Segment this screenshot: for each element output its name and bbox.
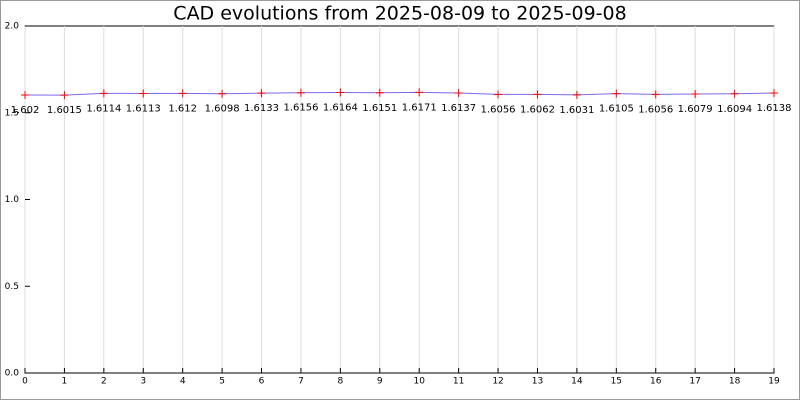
x-tick-label: 19: [768, 377, 780, 387]
value-label: 1.6133: [244, 103, 279, 114]
x-tick-label: 9: [377, 377, 383, 387]
value-label: 1.6094: [717, 104, 752, 115]
value-label: 1.6171: [402, 102, 437, 113]
x-tick-label: 12: [492, 377, 503, 387]
y-tick-label: 0.0: [5, 369, 20, 379]
x-tick-label: 1: [62, 377, 68, 387]
y-tick-label: 1.0: [5, 195, 20, 205]
x-tick-label: 13: [532, 377, 543, 387]
point-marker: [572, 90, 581, 99]
x-tick-label: 8: [338, 377, 344, 387]
x-tick-label: 4: [180, 377, 186, 387]
point-marker: [375, 88, 384, 97]
value-label: 1.6031: [559, 105, 594, 116]
x-tick-label: 14: [571, 377, 583, 387]
point-marker: [730, 89, 739, 98]
point-marker: [21, 91, 29, 100]
y-tick-label: 0.5: [5, 282, 19, 292]
value-label: 1.6062: [520, 104, 555, 115]
value-label: 1.6114: [86, 103, 121, 114]
x-tick-label: 11: [453, 377, 464, 387]
point-marker: [691, 90, 700, 99]
x-tick-label: 2: [101, 377, 107, 387]
y-tick-label: 1.5: [5, 108, 19, 118]
x-tick-label: 10: [413, 377, 425, 387]
data-line: [24, 91, 775, 96]
value-label: 1.6056: [481, 104, 516, 115]
x-tick-label: 5: [219, 377, 225, 387]
point-marker: [336, 88, 345, 97]
value-label: 1.6105: [599, 104, 634, 115]
point-marker: [612, 89, 621, 98]
point-marker: [139, 89, 148, 98]
point-marker: [533, 90, 542, 99]
point-marker: [218, 89, 227, 98]
x-tick-label: 6: [259, 377, 265, 387]
value-label: 1.6015: [47, 105, 82, 116]
value-label: 1.6164: [323, 103, 358, 114]
point-marker: [296, 88, 305, 97]
x-tick-label: 16: [650, 377, 662, 387]
value-label: 1.6156: [283, 103, 318, 114]
point-marker: [99, 89, 108, 98]
point-marker: [60, 91, 69, 100]
value-label: 1.6098: [205, 104, 240, 115]
point-marker: [178, 89, 187, 98]
y-tick-label: 2.0: [5, 22, 20, 32]
chart-title: CAD evolutions from 2025-08-09 to 2025-0…: [173, 3, 626, 25]
point-marker: [454, 89, 463, 98]
x-tick-label: 0: [22, 377, 28, 387]
x-tick-label: 18: [729, 377, 741, 387]
point-marker: [257, 89, 266, 98]
value-label: 1.6138: [757, 103, 792, 114]
x-tick-label: 3: [140, 377, 146, 387]
value-label: 1.602: [11, 105, 40, 116]
value-label: 1.6056: [638, 104, 673, 115]
point-marker: [770, 89, 778, 98]
x-tick-label: 7: [298, 377, 304, 387]
x-tick-label: 15: [611, 377, 622, 387]
value-label: 1.6151: [362, 103, 397, 114]
value-label: 1.6079: [678, 104, 713, 115]
point-marker: [494, 90, 503, 99]
point-marker: [651, 90, 660, 99]
value-label: 1.6137: [441, 103, 476, 114]
value-label: 1.6113: [126, 103, 161, 114]
x-tick-label: 17: [689, 377, 700, 387]
point-marker: [415, 88, 424, 97]
value-label: 1.612: [168, 103, 197, 114]
